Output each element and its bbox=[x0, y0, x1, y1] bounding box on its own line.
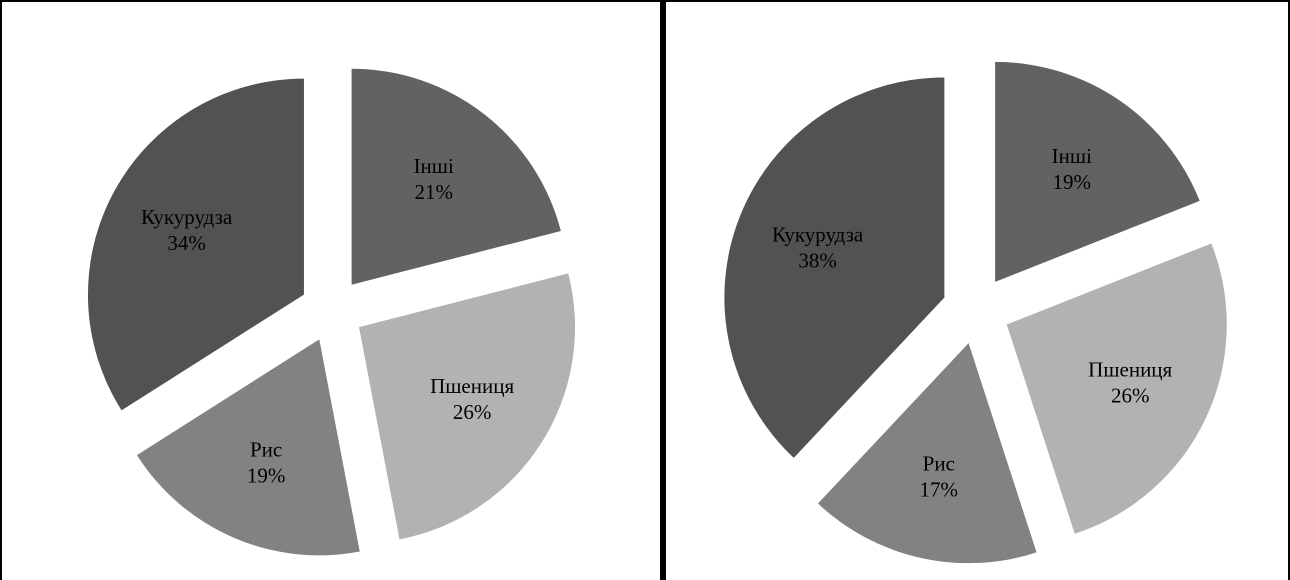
pie-slice-0-left bbox=[351, 68, 561, 285]
pie-slice-2-left bbox=[136, 339, 360, 556]
slice-label-1-right: Пшениця bbox=[1088, 358, 1172, 382]
slice-label-3-right: Кукурудза bbox=[772, 222, 864, 246]
slice-value-label-3-left: 34% bbox=[167, 231, 206, 255]
pie-slice-1-left bbox=[359, 273, 576, 540]
slice-label-2-right: Рис bbox=[923, 451, 955, 475]
slice-value-label-3-right: 38% bbox=[798, 248, 837, 272]
panel-divider bbox=[660, 0, 664, 580]
pie-slice-0-right bbox=[995, 61, 1200, 282]
slice-value-label-0-right: 19% bbox=[1053, 170, 1092, 194]
pie-slice-3-left bbox=[87, 78, 304, 411]
slice-label-0-left: Інші bbox=[414, 154, 454, 178]
pie-slice-3-right bbox=[724, 77, 945, 458]
slice-value-label-2-left: 19% bbox=[247, 463, 286, 487]
pie-slice-2-right bbox=[817, 343, 1037, 564]
slice-label-2-left: Рис bbox=[250, 437, 282, 461]
slice-value-label-1-left: 26% bbox=[453, 400, 492, 424]
slice-label-0-right: Інші bbox=[1052, 144, 1092, 168]
slice-value-label-2-right: 17% bbox=[920, 477, 959, 501]
pie-slice-1-right bbox=[1006, 243, 1227, 534]
slice-value-label-0-left: 21% bbox=[414, 180, 453, 204]
slice-label-1-left: Пшениця bbox=[430, 374, 514, 398]
slice-value-label-1-right: 26% bbox=[1111, 384, 1150, 408]
slice-label-3-left: Кукурудза bbox=[141, 205, 233, 229]
chart-panel-left: Інші 21% Пшениця 26% Рис 19% Кукурудза 34% bbox=[0, 0, 660, 580]
chart-panel-right: Інші 19% Пшениця 26% Рис 17% Кукурудза 38% bbox=[664, 0, 1290, 580]
